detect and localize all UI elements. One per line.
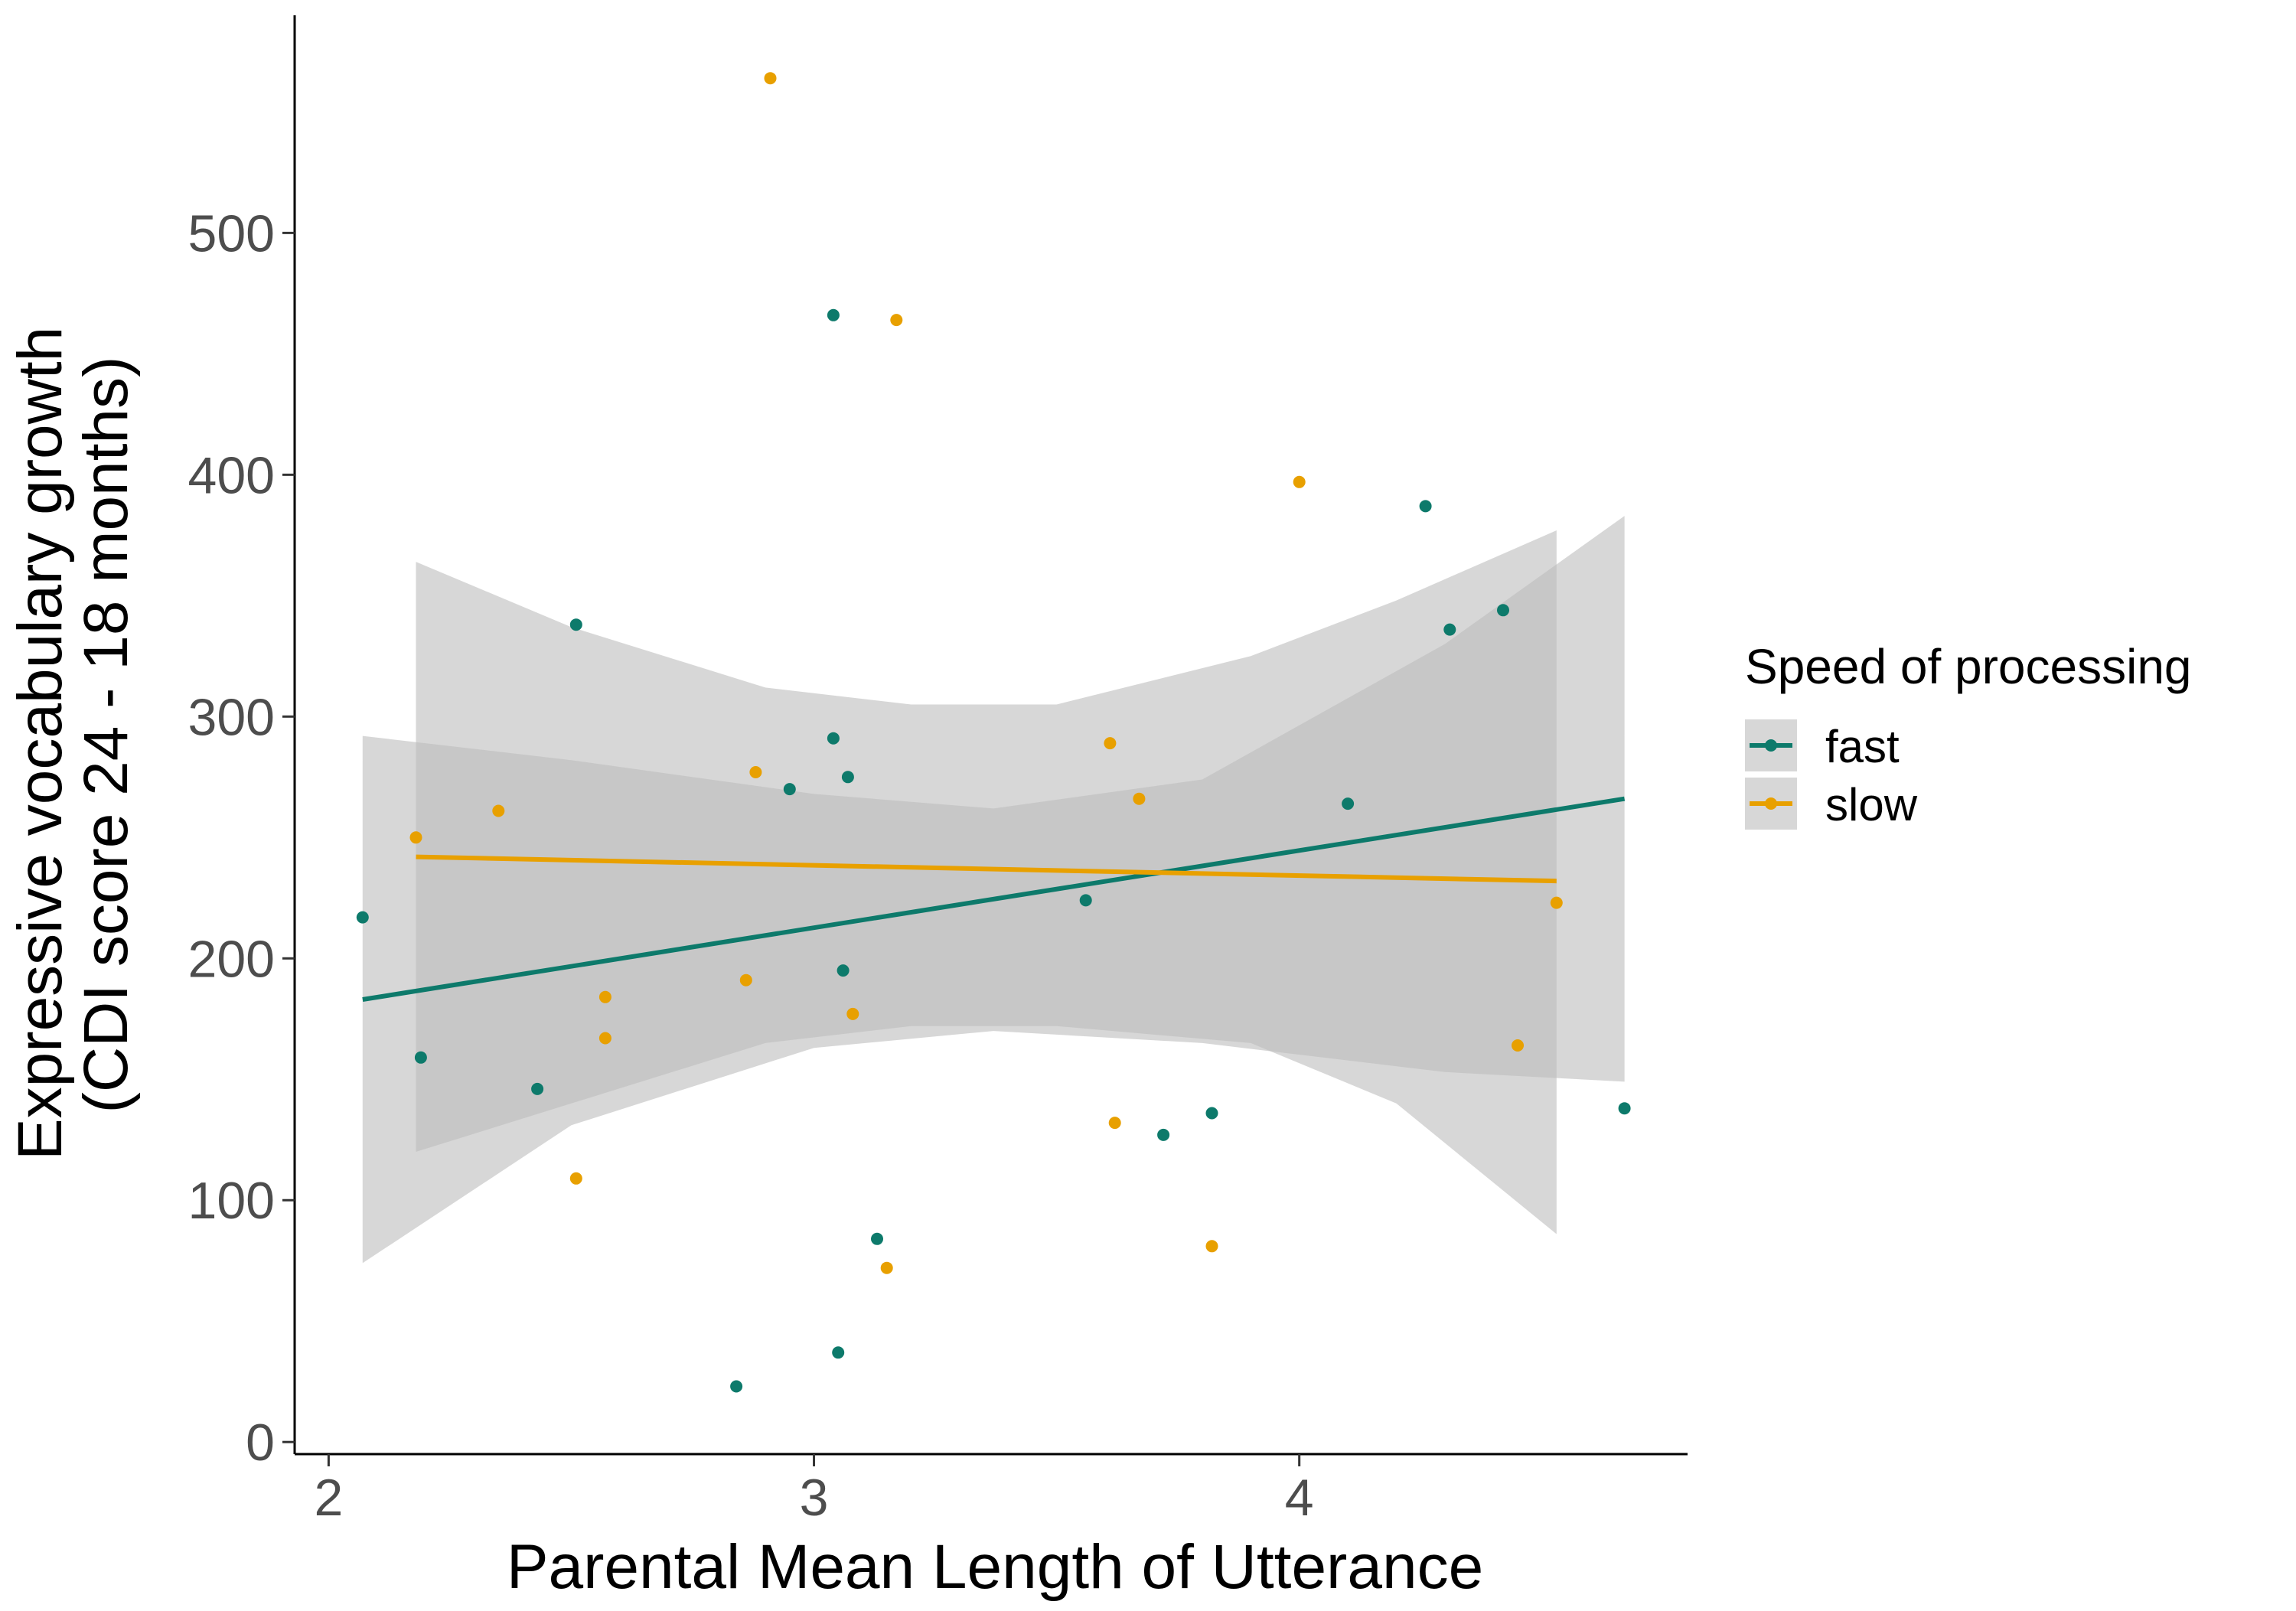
y-tick-label-0: 0 [246,1414,275,1472]
point-slow-7 [764,72,777,85]
point-slow-10 [890,314,903,327]
confidence-ribbon-slow [416,530,1557,1234]
point-fast-7 [827,308,840,321]
point-slow-11 [1104,737,1117,750]
point-fast-15 [1342,797,1355,810]
legend-title: Speed of processing [1745,639,2192,694]
point-fast-2 [531,1082,544,1095]
x-axis-title: Parental Mean Length of Utterance [507,1532,1483,1602]
x-tick-label-3: 3 [800,1469,829,1527]
point-fast-18 [1497,604,1509,617]
y-tick-label-100: 100 [188,1172,275,1230]
y-axis-title-line1: Expressive vocabulary growth [5,327,75,1160]
point-slow-6 [749,766,762,778]
point-fast-5 [783,783,796,796]
y-axis-title: Expressive vocabulary growth (CDI score … [5,309,141,1160]
legend-key-fast: fast [1745,719,1900,772]
point-slow-13 [1133,792,1146,805]
fit-line-fast [362,796,1626,1002]
legend-dot-fast [1765,739,1777,752]
y-tick-label-200: 200 [188,930,275,988]
y-tick-label-500: 500 [188,204,275,263]
point-slow-16 [1512,1039,1524,1052]
point-slow-8 [846,1007,859,1020]
point-slow-3 [598,1032,612,1045]
point-fast-0 [356,911,369,924]
point-slow-15 [1293,475,1306,488]
point-fast-11 [871,1232,883,1245]
y-tick-label-300: 300 [188,688,275,746]
y-tick-label-400: 400 [188,446,275,504]
point-fast-10 [841,771,854,784]
point-fast-19 [1618,1102,1631,1115]
legend-dot-slow [1765,797,1777,810]
point-slow-4 [598,990,612,1003]
x-tick-label-4: 4 [1285,1469,1314,1527]
point-slow-2 [569,1172,582,1185]
plot-area [356,72,1631,1393]
point-fast-4 [730,1380,743,1393]
data-points [356,72,1631,1393]
point-slow-14 [1205,1240,1218,1253]
point-fast-1 [414,1051,427,1064]
point-fast-14 [1205,1107,1218,1120]
point-fast-12 [1079,894,1092,907]
x-tick-label-2: 2 [314,1469,343,1527]
legend-label-slow: slow [1825,779,1918,830]
confidence-ribbons [362,516,1625,1264]
y-axis-title-line2: (CDI score 24 - 18 months) [71,357,141,1114]
regression-lines [362,796,1626,1002]
y-axis-ticks: 0 100 200 300 400 500 [188,204,295,1472]
point-fast-3 [569,618,582,631]
point-fast-16 [1419,500,1432,513]
point-fast-13 [1157,1128,1170,1141]
point-slow-17 [1550,896,1563,909]
x-axis-ticks: 2 3 4 [314,1454,1314,1527]
point-slow-9 [880,1261,893,1274]
point-slow-0 [409,831,422,844]
point-slow-5 [739,973,752,986]
legend-key-slow: slow [1745,778,1918,830]
point-fast-17 [1443,623,1456,636]
legend: Speed of processing fast slow [1745,639,2192,830]
point-fast-8 [832,1346,845,1359]
fit-line-slow [416,854,1557,884]
point-slow-12 [1108,1117,1121,1130]
point-fast-6 [827,732,840,745]
point-slow-1 [492,804,505,817]
point-fast-9 [837,964,850,977]
legend-label-fast: fast [1825,721,1900,772]
